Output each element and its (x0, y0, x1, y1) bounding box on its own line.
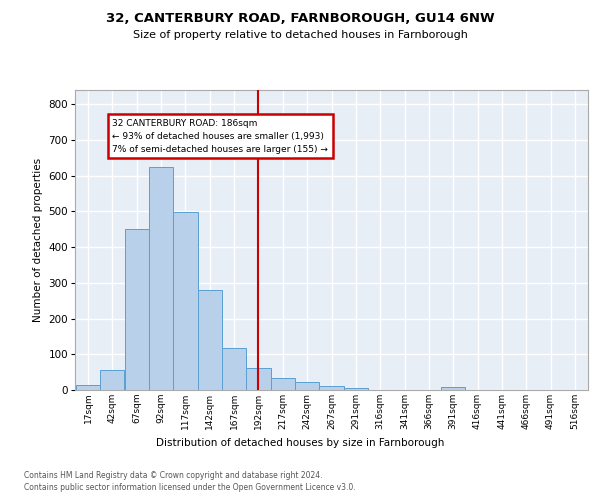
Bar (247, 368, 271, 390)
Bar (149, 167, 173, 390)
Text: Size of property relative to detached houses in Farnborough: Size of property relative to detached ho… (133, 30, 467, 40)
Bar (125, 230, 149, 390)
Bar (222, 348, 246, 390)
Bar (198, 290, 222, 390)
Bar (271, 378, 295, 390)
Bar (319, 386, 344, 390)
Text: Contains public sector information licensed under the Open Government Licence v3: Contains public sector information licen… (24, 482, 356, 492)
Bar (295, 382, 319, 390)
Text: 32 CANTERBURY ROAD: 186sqm
← 93% of detached houses are smaller (1,993)
7% of se: 32 CANTERBURY ROAD: 186sqm ← 93% of deta… (112, 118, 328, 154)
Y-axis label: Number of detached properties: Number of detached properties (33, 158, 43, 322)
Bar (441, 387, 465, 390)
Bar (76, 386, 100, 390)
Bar (344, 388, 368, 390)
Text: 32, CANTERBURY ROAD, FARNBOROUGH, GU14 6NW: 32, CANTERBURY ROAD, FARNBOROUGH, GU14 6… (106, 12, 494, 26)
Bar (100, 370, 124, 390)
Text: Distribution of detached houses by size in Farnborough: Distribution of detached houses by size … (156, 438, 444, 448)
Text: Contains HM Land Registry data © Crown copyright and database right 2024.: Contains HM Land Registry data © Crown c… (24, 471, 323, 480)
Bar (173, 212, 197, 390)
